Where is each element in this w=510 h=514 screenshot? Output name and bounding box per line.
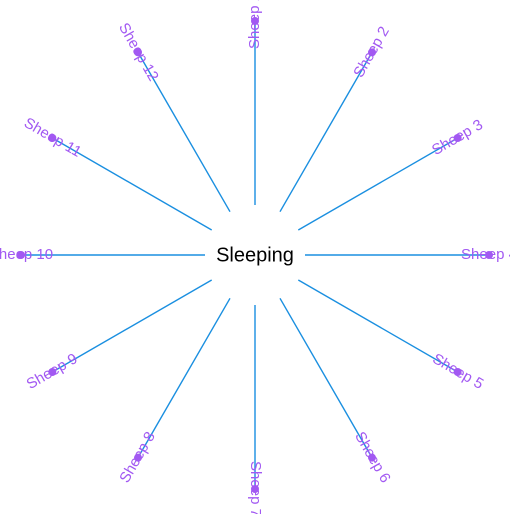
sheep-node-2[interactable] (368, 48, 376, 57)
sheep-label-9: Sheep 9 (24, 350, 81, 393)
spoke-line-8 (137, 297, 231, 458)
spoke-line-3 (297, 137, 458, 231)
sheep-node-11[interactable] (48, 134, 57, 142)
sheep-label-5: Sheep 5 (429, 350, 486, 393)
spoke-line-9 (52, 279, 213, 373)
sheep-label-4: Sheep 4 (461, 246, 510, 263)
spoke-lines (21, 21, 489, 489)
sheep-node-6[interactable] (368, 453, 376, 462)
sheep-label-12: Sheep 12 (115, 20, 162, 84)
sheep-label-10: Sheep 10 (0, 246, 53, 263)
center-label: Sleeping (216, 244, 294, 266)
spoke-line-2 (279, 52, 373, 213)
sheep-label-1: Sheep 1 (246, 0, 263, 49)
sheep-node-4[interactable] (485, 251, 493, 259)
sheep-label-7: Sheep 7 (247, 461, 264, 514)
sheep-label-3: Sheep 3 (429, 116, 486, 159)
sheep-label-8: Sheep 8 (116, 429, 159, 486)
sheep-node-8[interactable] (134, 453, 142, 462)
sheep-node-7[interactable] (251, 485, 259, 493)
sheep-label-6: Sheep 6 (351, 429, 394, 486)
spoke-line-12 (137, 52, 231, 213)
sheep-label-11: Sheep 11 (21, 114, 84, 160)
sheep-node-3[interactable] (453, 134, 462, 142)
sheep-node-10[interactable] (17, 251, 25, 259)
sheep-node-12[interactable] (134, 48, 142, 57)
sheep-node-5[interactable] (453, 368, 462, 376)
sheep-node-9[interactable] (48, 368, 57, 376)
spoke-line-5 (297, 279, 458, 373)
sheep-label-2: Sheep 2 (350, 24, 393, 81)
spoke-line-11 (52, 137, 213, 231)
sheep-node-1[interactable] (251, 17, 259, 25)
spoke-line-6 (279, 297, 373, 458)
